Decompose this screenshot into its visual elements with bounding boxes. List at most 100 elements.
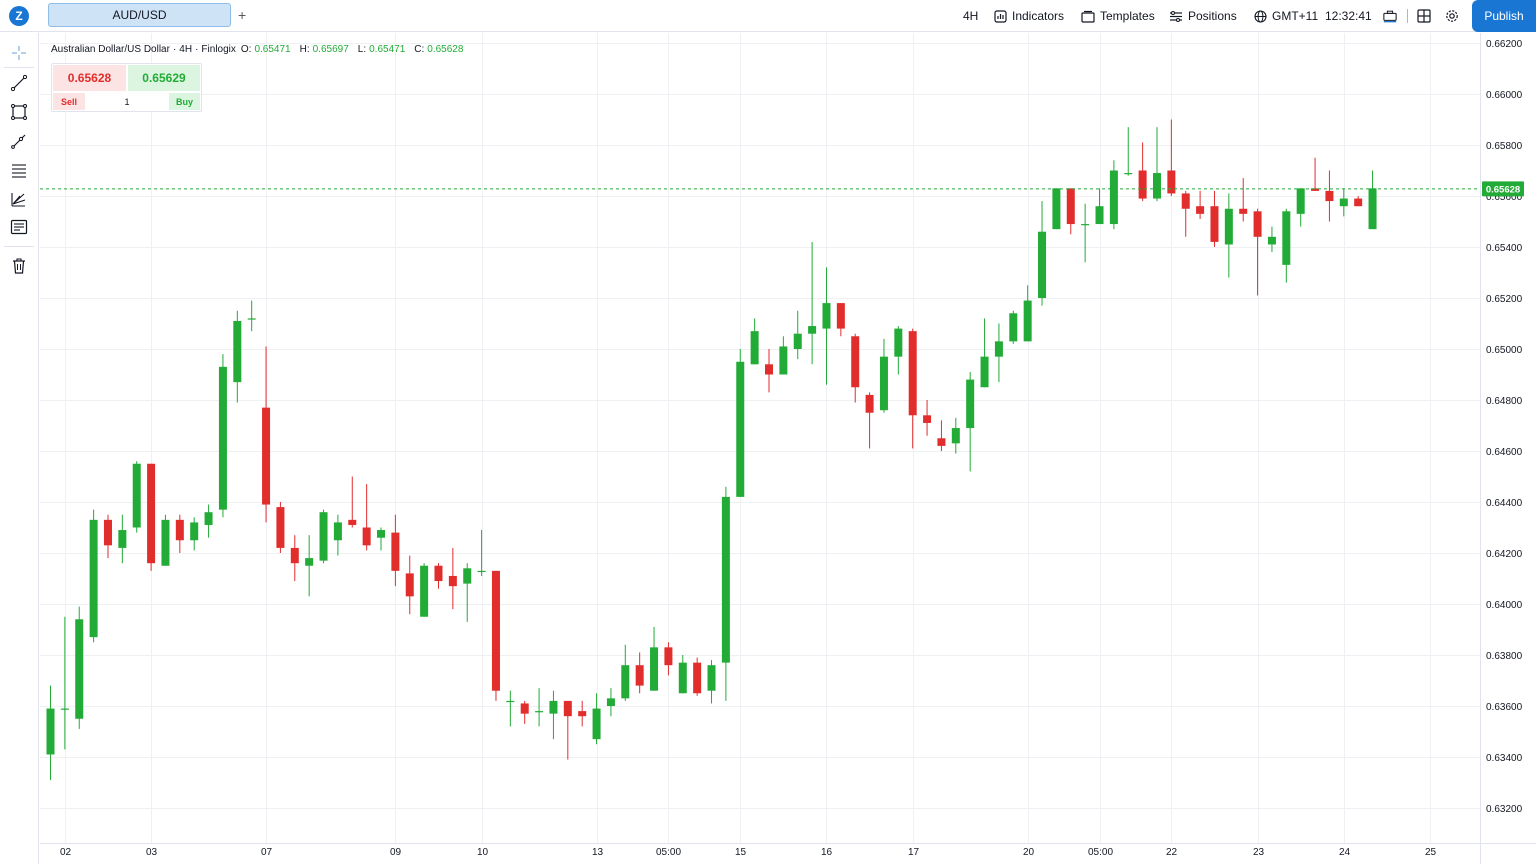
candle-down xyxy=(635,665,644,686)
trend-line-icon[interactable] xyxy=(9,73,29,93)
last-price-label: 0.65628 xyxy=(1486,184,1520,195)
layout-grid-icon xyxy=(1417,9,1431,23)
templates-button[interactable]: Templates xyxy=(1081,0,1155,32)
positions-button[interactable]: Positions xyxy=(1169,0,1237,32)
camera-icon xyxy=(1383,9,1397,23)
x-axis-tick-label: 03 xyxy=(146,847,158,858)
y-axis-tick-label: 0.64000 xyxy=(1486,600,1523,611)
candle-down xyxy=(147,463,156,564)
y-axis-tick-label: 0.63400 xyxy=(1486,753,1523,764)
candle-down xyxy=(765,364,773,375)
candle-up xyxy=(46,708,55,755)
candle-up xyxy=(1081,224,1090,226)
settings-button[interactable] xyxy=(1445,0,1459,32)
candle-up xyxy=(1109,170,1118,225)
candle-up xyxy=(1023,300,1032,342)
indicators-button[interactable]: Indicators xyxy=(993,0,1064,32)
sell-price-button[interactable]: 0.65628 xyxy=(53,65,126,91)
z-logo-icon[interactable]: Z xyxy=(9,6,29,26)
candle-up xyxy=(333,522,342,541)
sell-button[interactable]: Sell xyxy=(53,93,85,110)
candle-down xyxy=(1196,206,1205,214)
candle-down xyxy=(1325,190,1334,202)
positions-icon xyxy=(1169,9,1183,23)
candle-up xyxy=(506,700,515,703)
tab-aud-usd[interactable]: AUD/USD xyxy=(48,3,231,27)
crosshair-icon[interactable] xyxy=(9,43,29,63)
pitchfork-icon[interactable] xyxy=(9,189,29,209)
candle-up xyxy=(966,379,975,429)
candle-up xyxy=(190,522,199,541)
trade-panel: 0.65628 0.65629 Sell Buy xyxy=(51,63,202,112)
chart-legend: Australian Dollar/US Dollar · 4H · Finlo… xyxy=(51,44,469,55)
buy-price-button[interactable]: 0.65629 xyxy=(128,65,200,91)
fib-retracement-icon[interactable] xyxy=(9,160,29,180)
candle-up xyxy=(463,568,472,584)
legend-open-label: O: xyxy=(240,44,252,55)
y-axis-tick-label: 0.65400 xyxy=(1486,243,1523,254)
candle-up xyxy=(377,530,386,538)
legend-open-value: 0.65471 xyxy=(254,44,291,55)
candle-down xyxy=(290,547,299,564)
legend-high-value: 0.65697 xyxy=(312,44,349,55)
globe-icon xyxy=(1253,9,1267,23)
y-axis-tick-label: 0.64200 xyxy=(1486,549,1523,560)
candle-down xyxy=(1354,198,1363,207)
candle-up xyxy=(1267,236,1276,245)
y-axis-tick-label: 0.64400 xyxy=(1486,498,1523,509)
candle-down xyxy=(578,711,587,717)
x-axis-tick-label: 05:00 xyxy=(1088,847,1113,858)
candle-down xyxy=(1066,188,1075,225)
candle-up xyxy=(420,565,429,617)
brush-icon[interactable] xyxy=(9,131,29,151)
text-note-icon[interactable] xyxy=(9,217,29,237)
candle-up xyxy=(1124,173,1133,175)
candle-down xyxy=(664,647,673,666)
candle-down xyxy=(448,575,457,587)
legend-separator: · xyxy=(172,44,177,55)
candle-up xyxy=(549,700,558,714)
indicators-icon xyxy=(993,9,1007,23)
candle-up xyxy=(204,512,213,525)
y-axis-tick-label: 0.64600 xyxy=(1486,447,1523,458)
layout-button[interactable] xyxy=(1417,0,1431,32)
add-tab-button[interactable]: + xyxy=(238,7,247,23)
candle-up xyxy=(1009,313,1018,342)
legend-separator: · xyxy=(195,44,199,55)
candle-up xyxy=(1095,206,1104,225)
candle-down xyxy=(405,573,414,597)
candle-up xyxy=(750,331,759,365)
trash-icon[interactable] xyxy=(9,256,29,276)
y-axis-tick-label: 0.65000 xyxy=(1486,345,1523,356)
x-axis-tick-label: 25 xyxy=(1425,847,1437,858)
x-axis-tick-label: 09 xyxy=(390,847,402,858)
toolbar-divider xyxy=(1407,9,1408,23)
candle-down xyxy=(362,527,371,546)
x-axis-tick-label: 05:00 xyxy=(656,847,681,858)
timeframe-button[interactable]: 4H xyxy=(963,0,978,32)
legend-source: Finlogix xyxy=(201,44,236,55)
candle-down xyxy=(262,407,271,505)
x-axis-tick-label: 20 xyxy=(1023,847,1035,858)
candle-down xyxy=(1311,188,1320,191)
candle-down xyxy=(1210,206,1219,242)
candle-up xyxy=(161,519,170,566)
candle-up xyxy=(879,356,888,411)
candle-down xyxy=(103,519,112,546)
quantity-input[interactable] xyxy=(86,93,168,110)
x-axis-tick-label: 07 xyxy=(261,847,273,858)
candle-down xyxy=(1181,193,1190,209)
candle-down xyxy=(391,532,400,571)
publish-button[interactable]: Publish xyxy=(1472,0,1536,32)
rectangle-icon[interactable] xyxy=(9,102,29,122)
screenshot-button[interactable] xyxy=(1383,0,1397,32)
x-axis-tick-label: 17 xyxy=(908,847,920,858)
timezone-button[interactable]: GMT+11 xyxy=(1253,0,1318,32)
x-axis-tick-label: 24 xyxy=(1339,847,1351,858)
positions-label: Positions xyxy=(1188,9,1237,23)
buy-button[interactable]: Buy xyxy=(169,93,200,110)
y-axis-tick-label: 0.65800 xyxy=(1486,141,1523,152)
candle-up xyxy=(650,647,659,691)
candle-up xyxy=(305,558,314,566)
